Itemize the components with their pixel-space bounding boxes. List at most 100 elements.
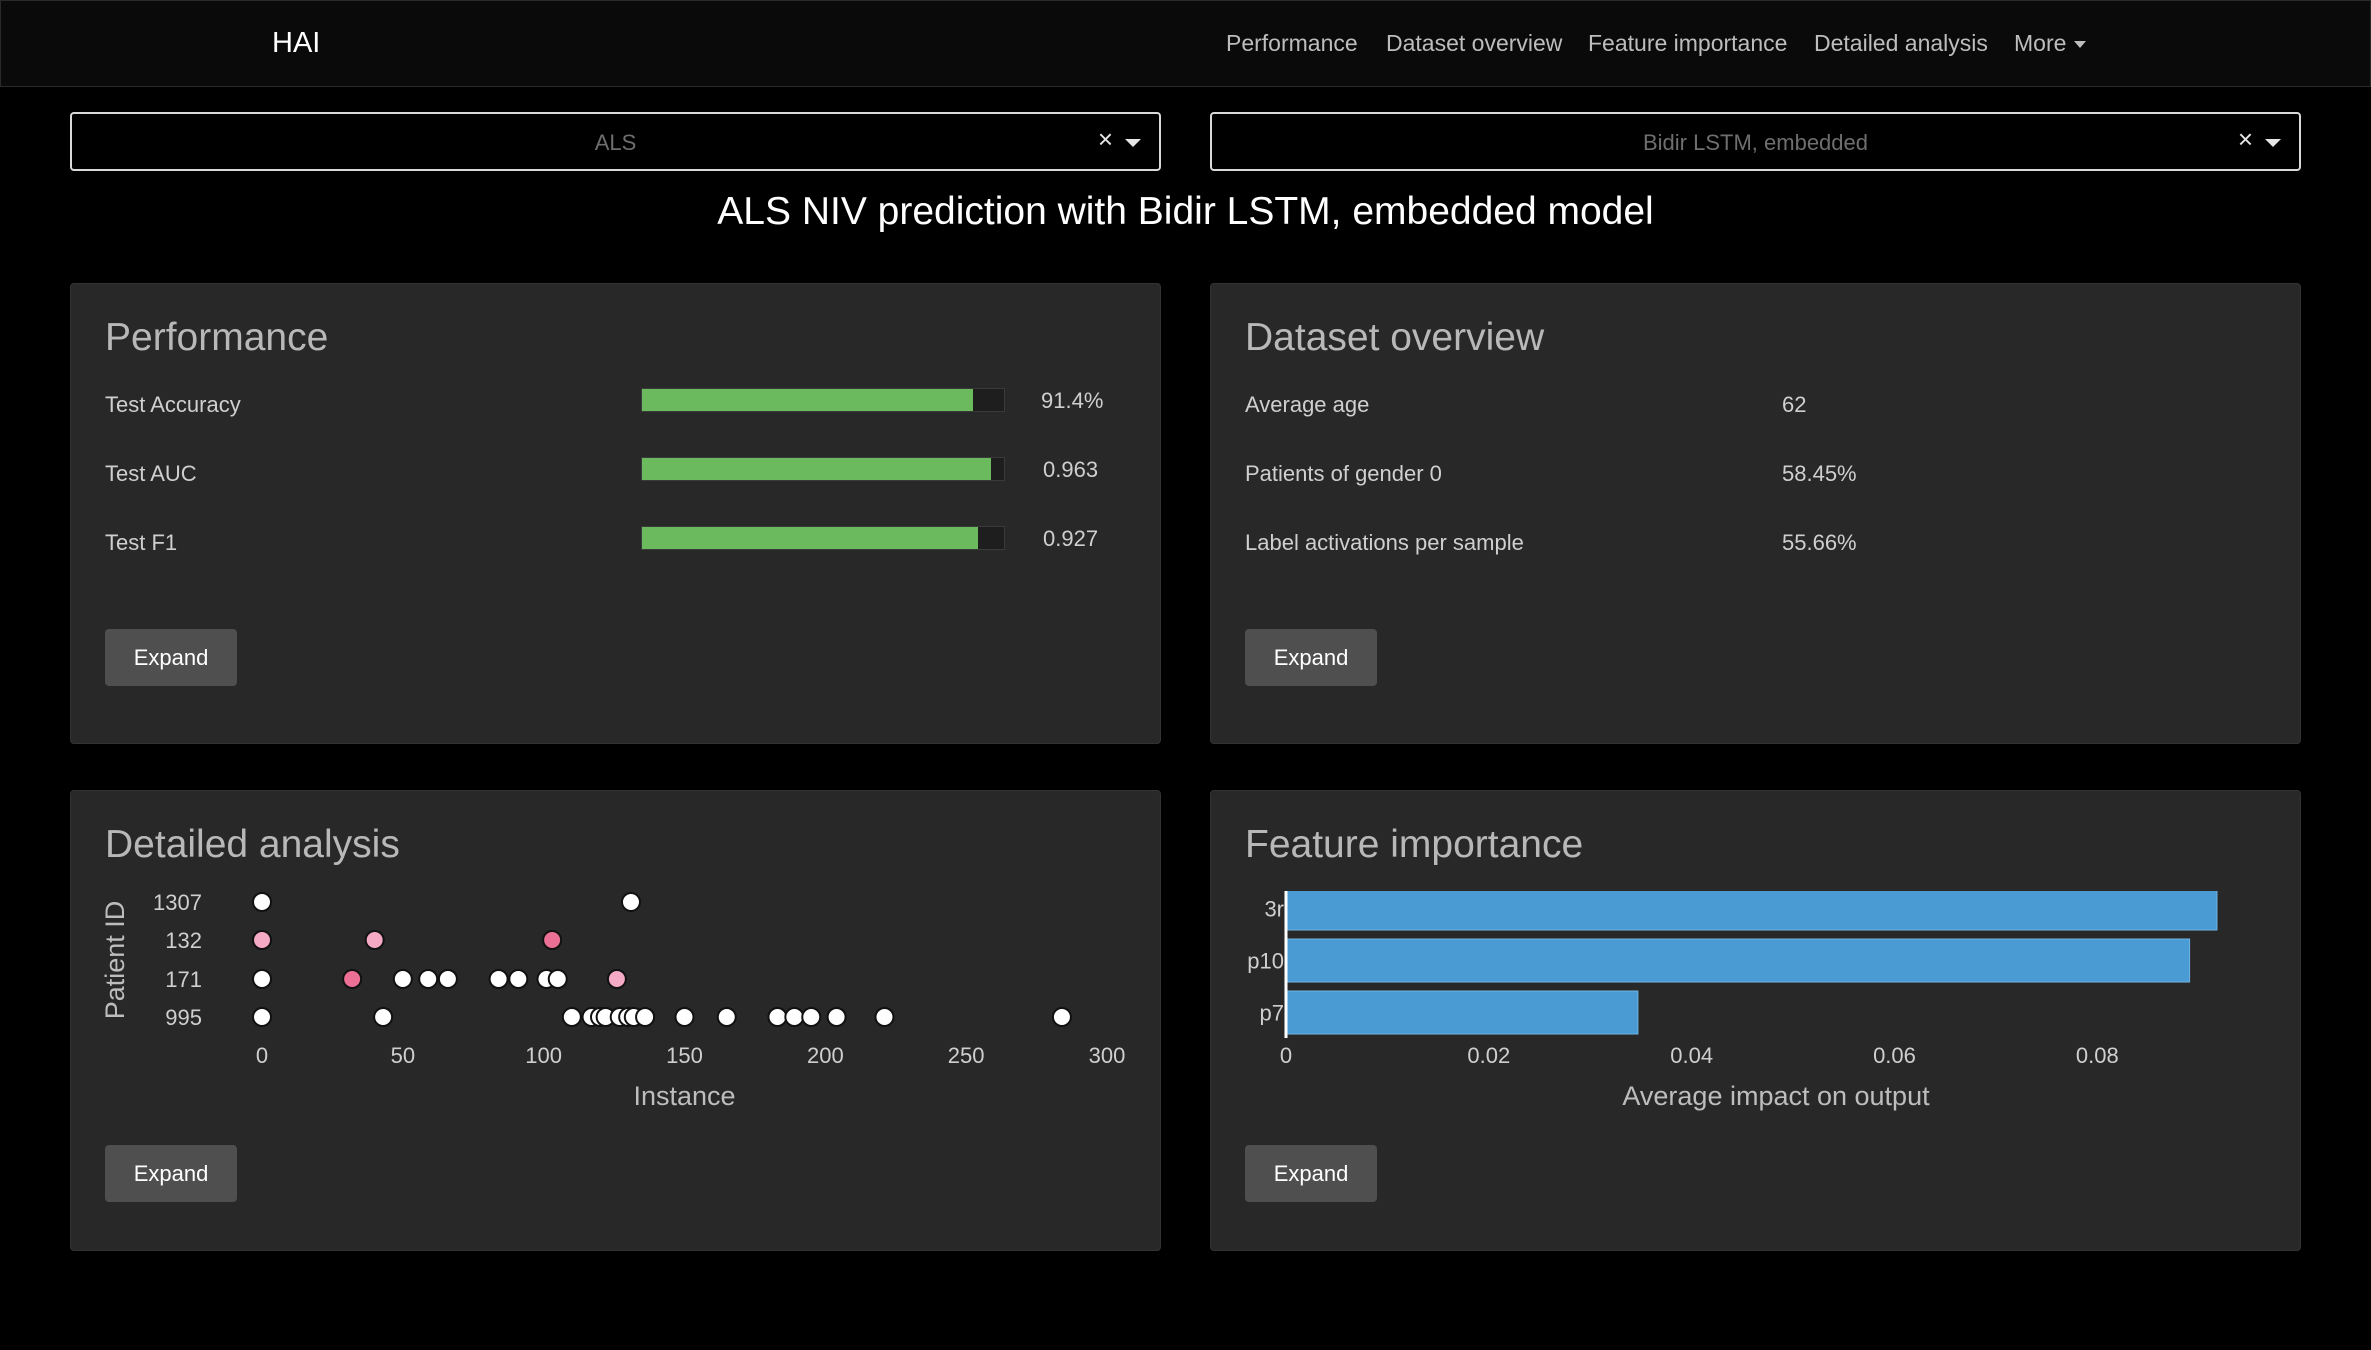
detailed-analysis-card: Detailed analysis Patient ID 1307 132 171 99… [70, 790, 1161, 1251]
nav-more-dropdown[interactable]: More [2014, 30, 2087, 57]
dataset-clear-icon[interactable]: × [1097, 124, 1113, 154]
scatter-y-tick-label: 171 [165, 967, 202, 992]
scatter-point [542, 930, 563, 950]
scatter-point [784, 1007, 805, 1027]
dataset-chevron-down-icon[interactable] [1125, 139, 1141, 147]
scatter-y-tick-label: 1307 [153, 891, 202, 915]
detailed-analysis-title: Detailed analysis [105, 823, 400, 866]
importance-x-axis-label: Average impact on output [1622, 1081, 1930, 1111]
performance-title: Performance [105, 316, 329, 359]
dataset-overview-title: Dataset overview [1245, 316, 1545, 359]
scatter-point [606, 969, 627, 989]
scatter-point [1051, 1007, 1072, 1027]
brand-logo[interactable]: HAI [272, 27, 321, 59]
dataset-select[interactable]: ALS × [70, 112, 1161, 171]
scatter-x-tick-label: 250 [948, 1043, 985, 1068]
nav-link-detailed-analysis[interactable]: Detailed analysis [1814, 30, 1988, 56]
scatter-y-axis-label: Patient ID [100, 901, 130, 1020]
scatter-point [437, 969, 458, 989]
scatter-x-tick-label: 50 [391, 1043, 415, 1068]
nav-link-feature-importance[interactable]: Feature importance [1588, 30, 1788, 56]
scatter-point [826, 1007, 847, 1027]
detailed-analysis-scatter-chart: Patient ID 1307 132 171 995 0 50 100 150 200 250 30… [100, 891, 1126, 1111]
overview-label-gender: Patients of gender 0 [1245, 461, 1442, 486]
importance-bar [1285, 938, 2191, 983]
metric-label-f1: Test F1 [105, 530, 178, 555]
scatter-point [373, 1007, 394, 1027]
dataset-overview-expand-button[interactable]: Expand [1245, 629, 1377, 686]
scatter-point [364, 930, 385, 950]
importance-y-tick-label: 3r [1264, 897, 1284, 922]
auc-progress-bar [641, 457, 1005, 481]
scatter-point [674, 1007, 695, 1027]
overview-label-average-age: Average age [1245, 392, 1370, 417]
nav-link-performance[interactable]: Performance [1226, 30, 1358, 56]
scatter-x-tick-label: 0 [256, 1043, 268, 1068]
feature-importance-bar-chart: 3r p10 p7 0 0.02 0.04 0.06 0.08 Average impact o… [1247, 891, 2218, 1111]
feature-importance-card: Feature importance 3r p10 p7 0 0.02 0.04 0.06 0… [1210, 790, 2301, 1251]
scatter-point [547, 969, 568, 989]
scatter-y-tick-label: 132 [165, 928, 202, 953]
importance-x-tick-label: 0.04 [1670, 1043, 1713, 1068]
scatter-point [342, 969, 363, 989]
model-chevron-down-icon[interactable] [2265, 139, 2281, 147]
scatter-x-tick-label: 200 [807, 1043, 844, 1068]
metric-value-accuracy: 91.4% [1041, 388, 1104, 413]
model-select[interactable]: Bidir LSTM, embedded × [1210, 112, 2301, 171]
model-clear-icon[interactable]: × [2237, 124, 2253, 154]
top-navbar: HAI Performance Dataset overview Feature… [0, 0, 2371, 87]
nav-link-dataset-overview[interactable]: Dataset overview [1386, 30, 1563, 56]
importance-x-tick-label: 0 [1280, 1043, 1292, 1068]
overview-value-activations: 55.66% [1782, 530, 1857, 555]
scatter-point [874, 1007, 895, 1027]
auc-progress-fill [642, 458, 991, 480]
overview-value-gender: 58.45% [1782, 461, 1857, 486]
overview-label-activations: Label activations per sample [1245, 530, 1524, 555]
scatter-x-tick-label: 100 [525, 1043, 562, 1068]
caret-down-icon [2074, 41, 2087, 49]
feature-importance-expand-button[interactable]: Expand [1245, 1145, 1377, 1202]
f1-progress-fill [642, 527, 978, 549]
detailed-analysis-expand-button[interactable]: Expand [105, 1145, 237, 1202]
metric-value-f1: 0.927 [1043, 526, 1099, 551]
metric-label-auc: Test AUC [105, 461, 197, 486]
nav-more-label: More [2014, 30, 2067, 56]
scatter-point [488, 969, 509, 989]
scatter-x-tick-label: 300 [1089, 1043, 1126, 1068]
scatter-x-axis-label: Instance [633, 1081, 735, 1111]
metric-label-accuracy: Test Accuracy [105, 392, 241, 417]
scatter-point [561, 1007, 582, 1027]
performance-card: Performance Test Accuracy 91.4% Test AUC… [70, 283, 1161, 744]
importance-x-tick-label: 0.02 [1467, 1043, 1510, 1068]
scatter-point [620, 892, 641, 912]
scatter-point [252, 930, 272, 950]
importance-x-tick-label: 0.08 [2076, 1043, 2119, 1068]
overview-value-average-age: 62 [1782, 392, 1807, 417]
scatter-point [801, 1007, 822, 1027]
dataset-select-value: ALS [594, 130, 637, 155]
importance-bar [1285, 891, 2218, 931]
model-select-value: Bidir LSTM, embedded [1643, 130, 1868, 155]
importance-y-tick-label: p7 [1260, 1001, 1284, 1026]
scatter-point [508, 969, 529, 989]
scatter-y-tick-label: 995 [165, 1005, 202, 1030]
scatter-point [767, 1007, 788, 1027]
dataset-overview-card: Dataset overview Average age 62 Patients… [1210, 283, 2301, 744]
scatter-point [392, 969, 413, 989]
scatter-point [252, 1007, 272, 1027]
scatter-point [252, 969, 272, 989]
importance-bar [1285, 990, 1639, 1035]
scatter-x-tick-label: 150 [666, 1043, 703, 1068]
scatter-point [252, 892, 272, 912]
importance-y-tick-label: p10 [1247, 949, 1284, 974]
f1-progress-bar [641, 526, 1005, 550]
metric-value-auc: 0.963 [1043, 457, 1099, 482]
accuracy-progress-bar [641, 388, 1005, 412]
scatter-point [635, 1007, 656, 1027]
performance-expand-button[interactable]: Expand [105, 629, 237, 686]
scatter-point [418, 969, 439, 989]
accuracy-progress-fill [642, 389, 973, 411]
page-title: ALS NIV prediction with Bidir LSTM, embe… [717, 190, 1654, 233]
feature-importance-title: Feature importance [1245, 823, 1584, 866]
importance-x-tick-label: 0.06 [1873, 1043, 1916, 1068]
